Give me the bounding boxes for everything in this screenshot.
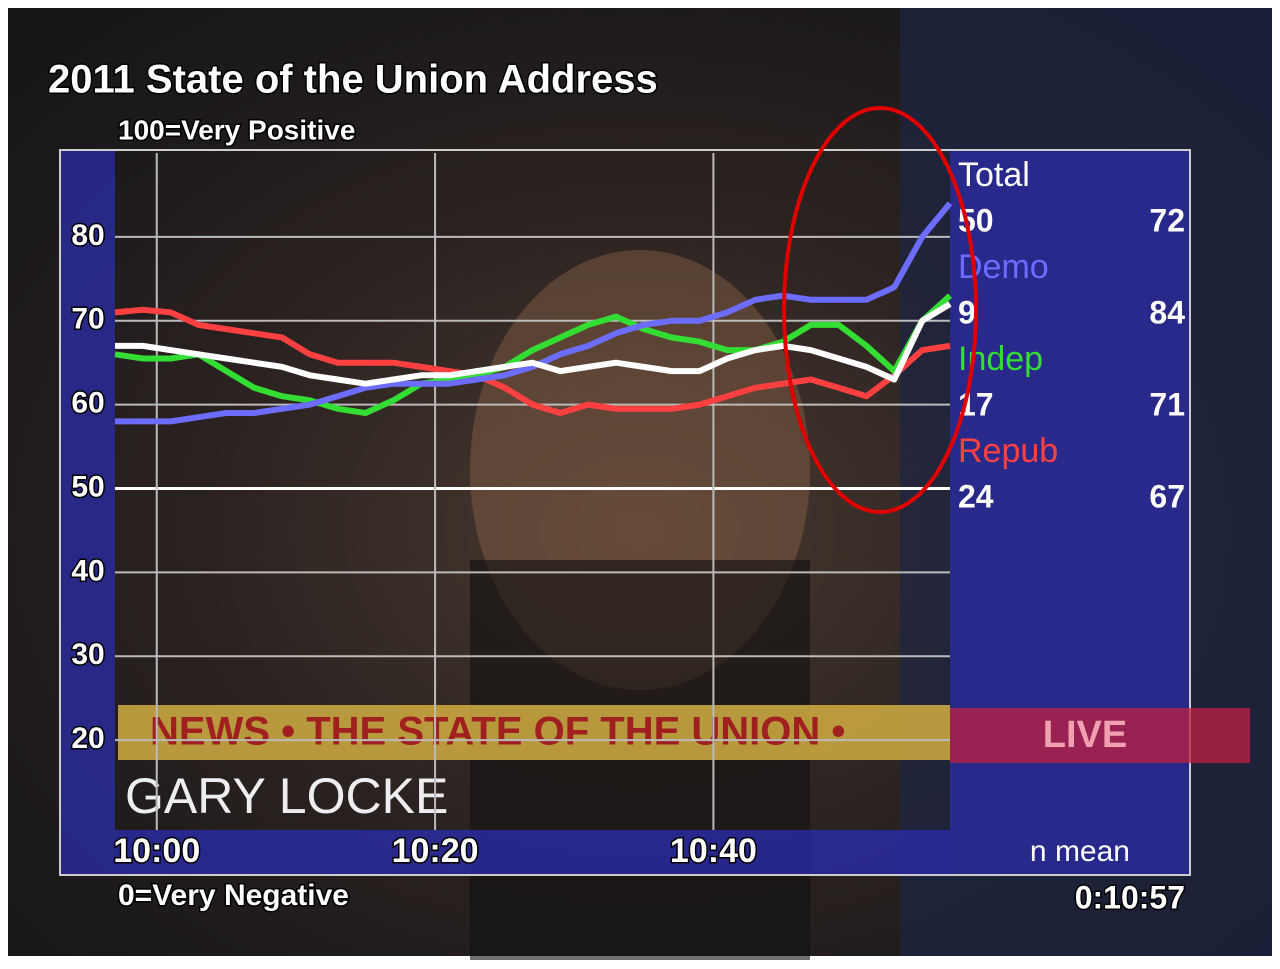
legend-mean: 84 [1149, 294, 1185, 330]
y-tick-label: 30 [71, 638, 104, 671]
y-tick-label: 60 [71, 387, 104, 420]
legend-name: Repub [958, 432, 1058, 470]
legend-mean: 67 [1149, 478, 1185, 514]
legend-name: Total [958, 156, 1030, 194]
legend-n: 24 [958, 478, 994, 514]
legend-header: n mean [1030, 835, 1130, 868]
x-axis-panel [115, 830, 950, 875]
legend-n: 9 [958, 294, 976, 330]
speaker-name: GARY LOCKE [125, 768, 448, 824]
live-label: LIVE [1043, 714, 1127, 756]
x-tick-label: 10:00 [113, 832, 200, 870]
screen: 2011 State of the Union Address 100=Very… [0, 0, 1280, 964]
y-tick-label: 40 [71, 554, 104, 587]
elapsed-time: 0:10:57 [1075, 879, 1185, 915]
title: 2011 State of the Union Address [48, 58, 658, 102]
legend-mean: 71 [1149, 386, 1185, 422]
x-tick-label: 10:20 [392, 832, 479, 870]
top-label: 100=Very Positive [118, 114, 355, 145]
x-tick-label: 10:40 [670, 832, 757, 870]
y-tick-label: 20 [71, 722, 104, 755]
y-tick-label: 50 [71, 470, 104, 503]
y-tick-label: 70 [71, 303, 104, 336]
legend-mean: 72 [1149, 202, 1185, 238]
left-axis-panel [60, 150, 115, 875]
y-tick-label: 80 [71, 219, 104, 252]
ticker-text: NEWS • THE STATE OF THE UNION • [150, 710, 845, 754]
bottom-label: 0=Very Negative [118, 879, 349, 912]
